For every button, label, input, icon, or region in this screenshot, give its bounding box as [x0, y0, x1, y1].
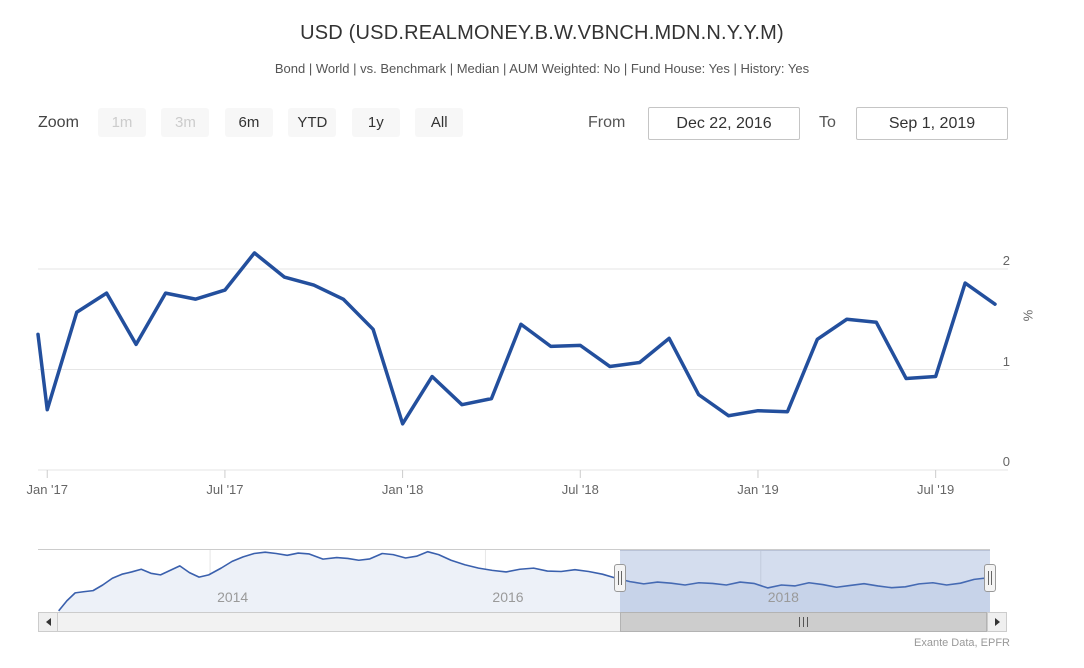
x-axis-label: Jul '17: [206, 482, 244, 497]
range-button-ytd[interactable]: YTD: [288, 108, 337, 137]
y-axis-unit-label: %: [1020, 309, 1036, 322]
scrollbar-left-arrow-button[interactable]: [38, 612, 58, 632]
navigator-year-label: 2014: [217, 589, 249, 605]
chart-title: USD (USD.REALMONEY.B.W.VBNCH.MDN.N.Y.Y.M…: [300, 22, 784, 44]
right-arrow-icon: [994, 618, 1000, 626]
x-axis-label: Jan '17: [26, 482, 68, 497]
x-axis-label: Jan '19: [737, 482, 779, 497]
to-date-input[interactable]: [856, 107, 1008, 140]
main-chart-plot[interactable]: [0, 185, 1084, 495]
range-button-6m[interactable]: 6m: [224, 108, 273, 137]
navigator-year-label: 2018: [767, 589, 799, 605]
x-axis-label: Jul '19: [917, 482, 955, 497]
left-arrow-icon: [45, 618, 51, 626]
navigator-handle-left[interactable]: [613, 564, 626, 592]
navigator-year-label: 2016: [492, 589, 524, 605]
scrollbar-right-arrow-button[interactable]: [987, 612, 1007, 632]
chart-subtitle: Bond | World | vs. Benchmark | Median | …: [274, 61, 810, 76]
x-axis-label: Jan '18: [381, 482, 424, 497]
navigator-plot[interactable]: [0, 545, 1084, 615]
y-axis-label: 0: [1002, 454, 1010, 469]
scrollbar-thumb[interactable]: [619, 612, 987, 632]
y-axis-label: 1: [1002, 353, 1010, 369]
range-button-1m: 1m: [98, 108, 146, 137]
range-button-3m: 3m: [161, 108, 210, 137]
to-label: To: [819, 114, 836, 131]
range-selector: 1m 3m 6m YTD 1y All: [98, 108, 474, 137]
y-axis-label: 2: [1002, 253, 1010, 268]
credit-text: Exante Data, EPFR: [914, 637, 1010, 649]
navigator-handle-right[interactable]: [984, 564, 996, 592]
range-button-all[interactable]: All: [415, 108, 464, 137]
zoom-label: Zoom: [38, 114, 79, 131]
range-button-1y[interactable]: 1y: [351, 108, 400, 137]
from-date-input[interactable]: [648, 107, 800, 140]
from-label: From: [588, 114, 626, 131]
navigator-selected-range[interactable]: [619, 550, 990, 612]
x-axis-label: Jul '18: [561, 482, 599, 497]
